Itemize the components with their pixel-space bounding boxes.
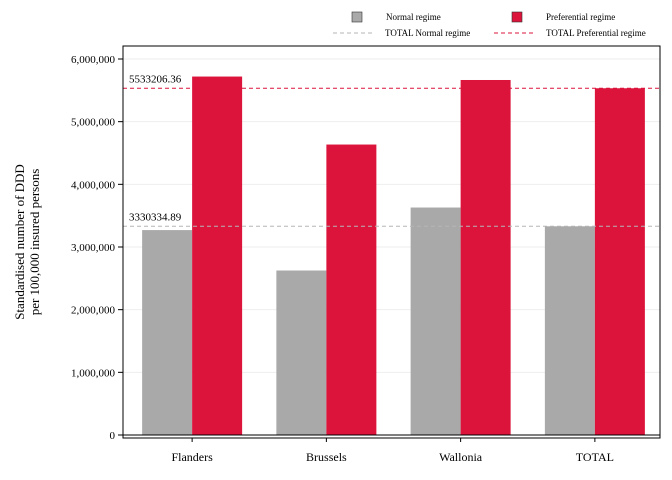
x-tick-label-total: TOTAL	[576, 450, 614, 464]
y-axis-title: Standardised number of DDD per 100,000 in…	[12, 164, 42, 320]
legend-swatch-preferential-regime	[511, 11, 523, 23]
legend-label-total-normal-regime: TOTAL Normal regime	[385, 28, 470, 38]
y-tick-label-1000000: 1,000,000	[71, 367, 116, 379]
bar-normal-regime-brussels	[276, 270, 327, 435]
y-axis-title-line-2: per 100,000 insured persons	[27, 169, 42, 316]
y-tick-label-0: 0	[110, 430, 116, 442]
legend-label-normal-regime: Normal regime	[386, 12, 441, 22]
bars	[142, 76, 645, 436]
x-tick-label-flanders: Flanders	[171, 450, 213, 464]
bar-normal-regime-total	[544, 226, 595, 435]
legend: Normal regime Preferential regime TOTAL No…	[333, 11, 646, 38]
x-tick-label-wallonia: Wallonia	[439, 450, 483, 464]
legend-label-total-preferential-regime: TOTAL Preferential regime	[546, 28, 646, 38]
ref-label-total-preferential-regime: 5533206.36	[129, 73, 182, 85]
bar-preferential-regime-total	[594, 88, 645, 435]
bar-preferential-regime-brussels	[326, 144, 377, 436]
y-tick-label-3000000: 3,000,000	[71, 242, 116, 254]
x-axis: Flanders Brussels Wallonia TOTAL	[171, 438, 614, 464]
bar-normal-regime-wallonia	[410, 207, 461, 435]
y-tick-label-2000000: 2,000,000	[71, 305, 116, 317]
legend-label-preferential-regime: Preferential regime	[546, 12, 615, 22]
y-tick-label-5000000: 5,000,000	[71, 117, 116, 129]
y-axis: 0 1,000,000 2,000,000 3,000,000 4,000,000 5,0…	[71, 54, 123, 442]
y-axis-title-line-1: Standardised number of DDD	[12, 164, 27, 320]
y-tick-label-6000000: 6,000,000	[71, 54, 116, 66]
bar-preferential-regime-flanders	[192, 76, 243, 436]
reference-lines: 3330334.89 5533206.36	[123, 73, 660, 227]
plot-border	[122, 45, 661, 439]
bar-normal-regime-flanders	[142, 230, 193, 435]
plot-frame	[122, 45, 661, 439]
bar-preferential-regime-wallonia	[460, 79, 511, 435]
legend-swatch-normal-regime	[351, 11, 363, 23]
x-tick-label-brussels: Brussels	[306, 450, 347, 464]
ref-label-total-normal-regime: 3330334.89	[129, 211, 182, 223]
y-tick-label-4000000: 4,000,000	[71, 179, 116, 191]
